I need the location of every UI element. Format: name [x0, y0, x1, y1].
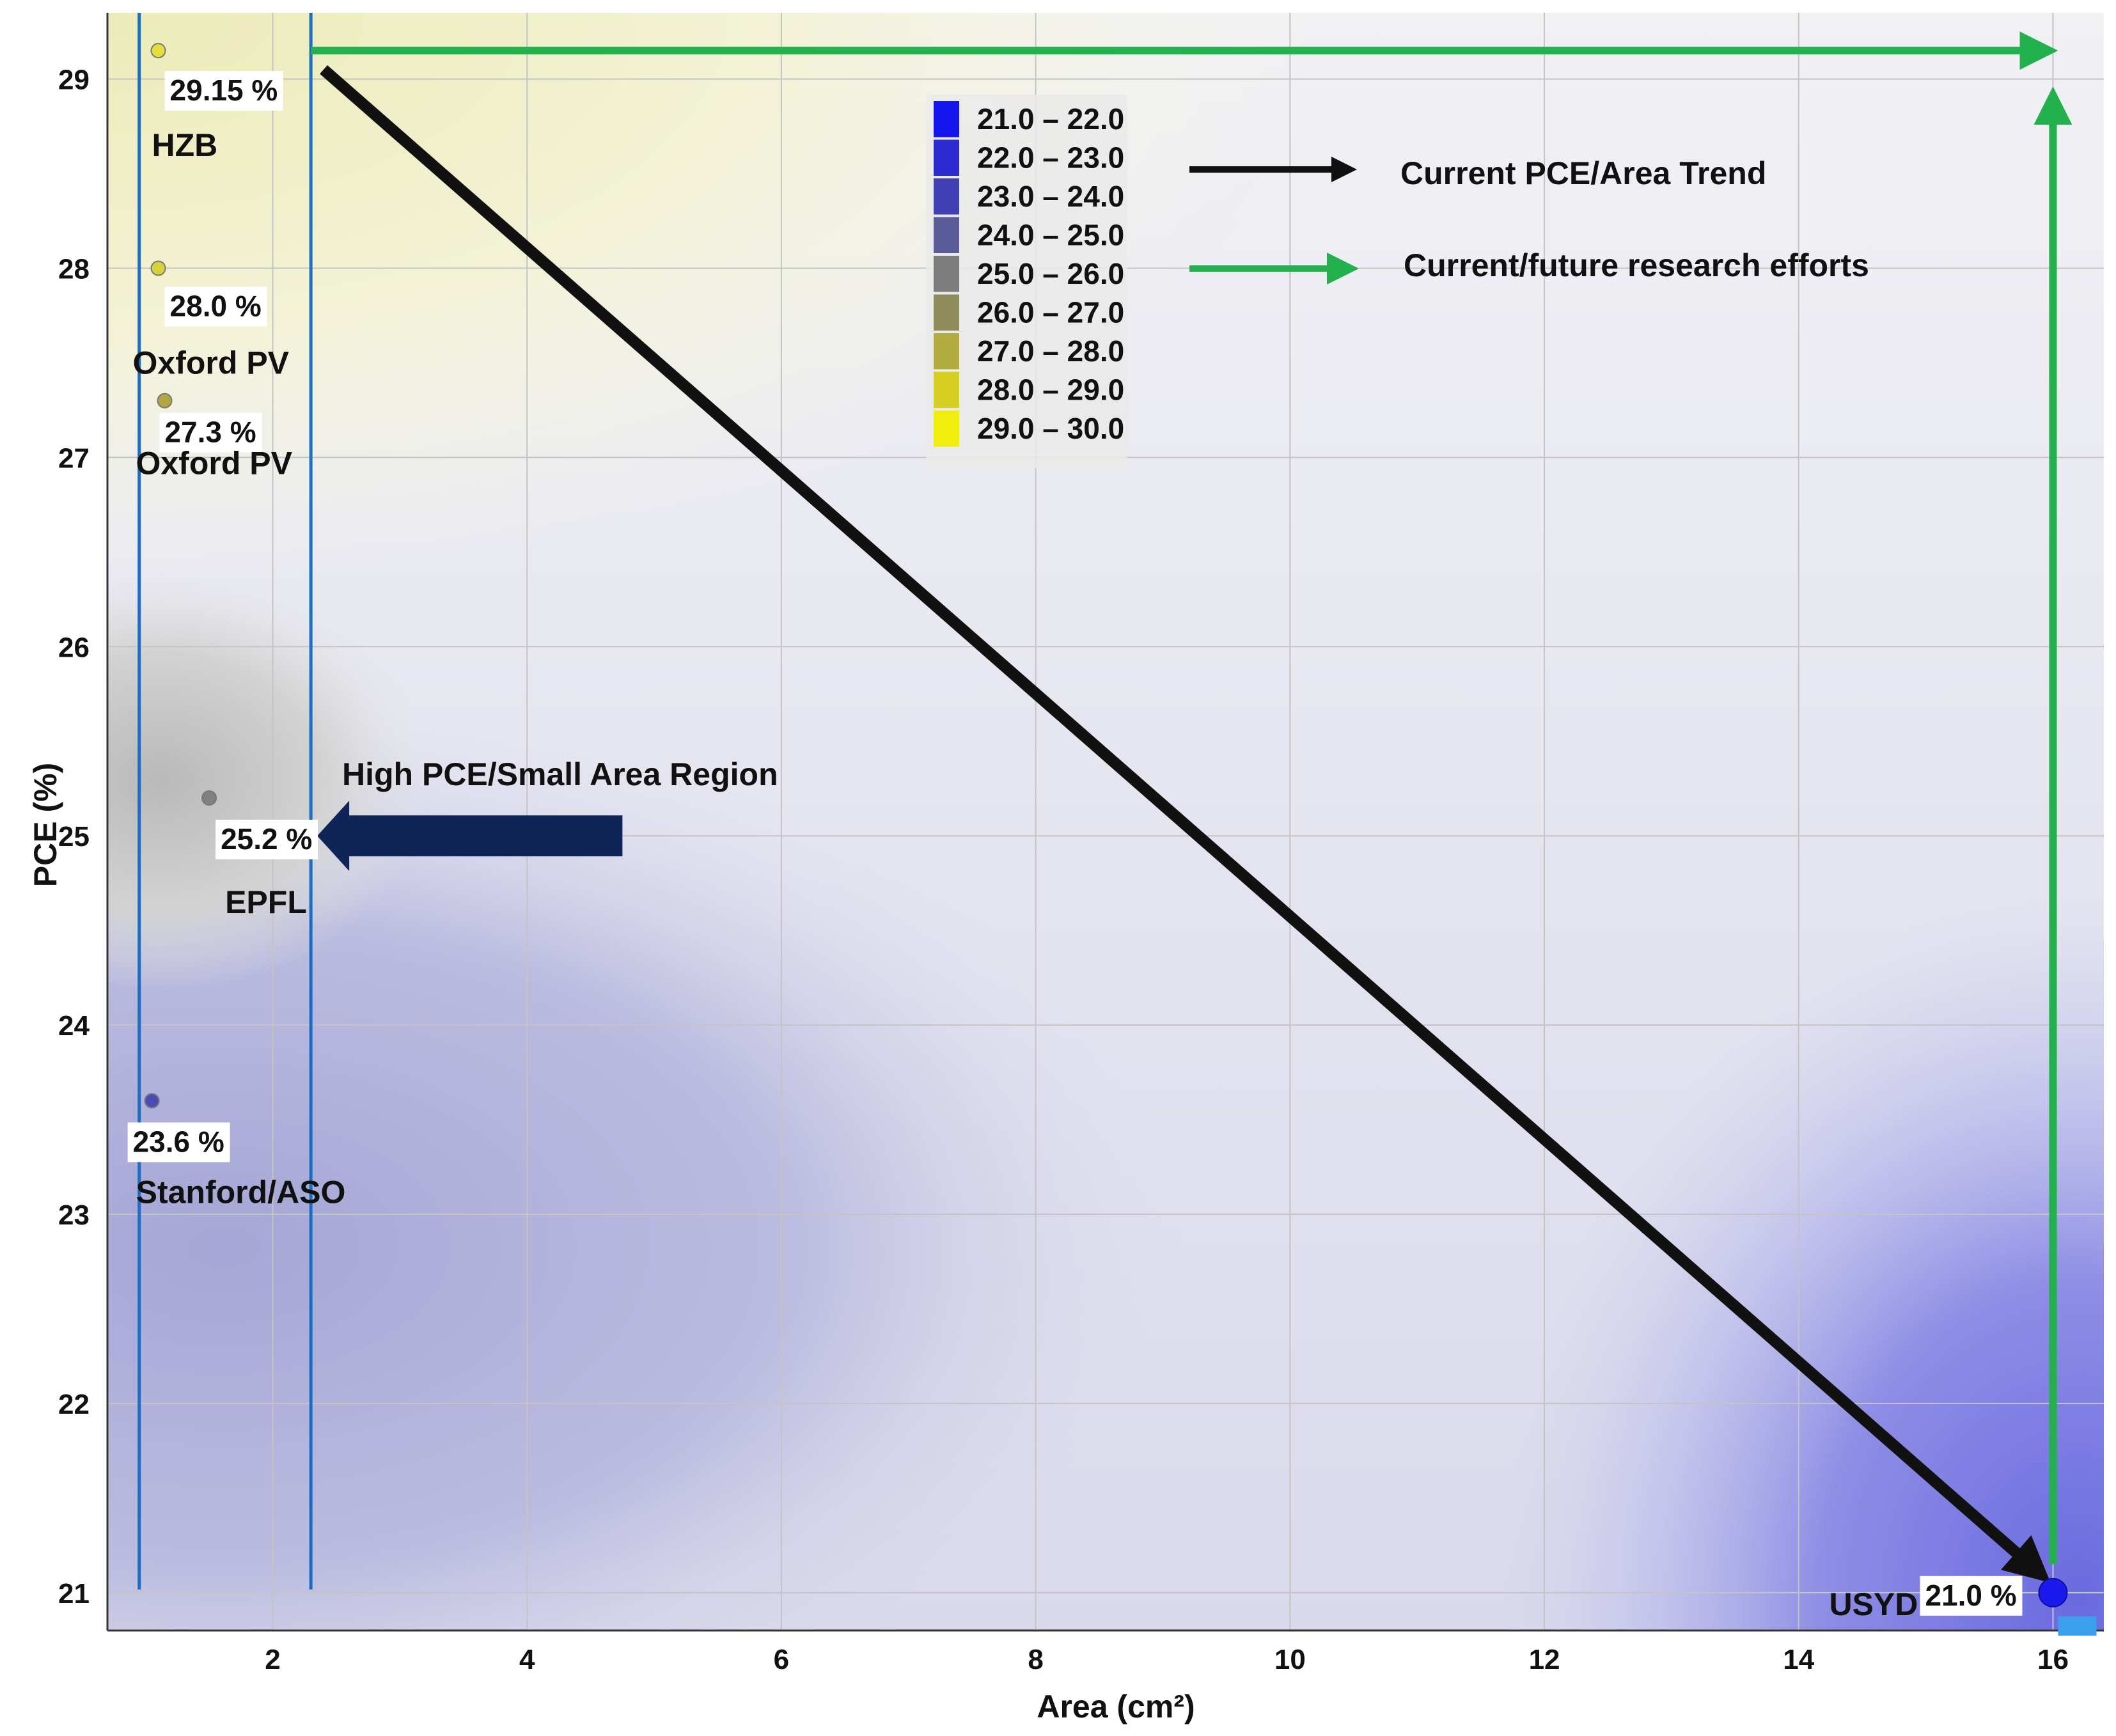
data-point	[2038, 1577, 2068, 1607]
trend-label: Current PCE/Area Trend	[1400, 155, 1766, 191]
point-name-label: Oxford PV	[136, 446, 292, 481]
y-tick-label: 25	[58, 821, 90, 852]
legend-label: 28.0 – 29.0	[977, 373, 1124, 407]
data-point	[144, 1093, 160, 1109]
legend-label: 29.0 – 30.0	[977, 412, 1124, 445]
legend-box	[926, 95, 1127, 469]
point-value-label: 27.3 %	[164, 416, 256, 449]
point-value-label: 23.6 %	[133, 1125, 224, 1158]
y-tick-label: 23	[58, 1200, 90, 1231]
legend-label: 22.0 – 23.0	[977, 141, 1124, 175]
x-tick-label: 16	[2037, 1644, 2069, 1675]
point-name-label: USYD	[1829, 1586, 1918, 1622]
legend-label: 21.0 – 22.0	[977, 102, 1124, 136]
legend-swatch	[934, 178, 959, 215]
point-value-label: 29.15 %	[170, 74, 278, 107]
y-tick-label: 29	[58, 65, 90, 96]
trend-arrow	[320, 65, 2051, 1583]
point-name-label: EPFL	[225, 884, 307, 920]
point-value-label: 21.0 %	[1925, 1579, 2016, 1612]
research-label: Current/future research efforts	[1404, 247, 1869, 283]
high-pce-region	[137, 13, 313, 1590]
y-tick-label: 26	[58, 632, 90, 663]
legend-swatch	[934, 294, 959, 331]
data-point	[157, 393, 173, 409]
data-point	[150, 260, 166, 276]
value-label-box	[216, 820, 318, 860]
x-tick-label: 12	[1529, 1644, 1560, 1675]
y-tick-label: 27	[58, 442, 90, 474]
legend-label: 23.0 – 24.0	[977, 180, 1124, 213]
legend-label: 27.0 – 28.0	[977, 334, 1124, 368]
x-tick-label: 6	[774, 1644, 789, 1675]
value-label-box	[1920, 1576, 2023, 1616]
data-point	[150, 43, 166, 59]
x-tick-label: 14	[1783, 1644, 1814, 1675]
annotations: Current PCE/Area Trend Current/future res…	[342, 155, 1869, 792]
legend-label: 24.0 – 25.0	[977, 219, 1124, 252]
point-name-label: Oxford PV	[133, 345, 290, 380]
point-name-label: Stanford/ASO	[136, 1174, 346, 1210]
value-label-box	[159, 412, 262, 453]
value-label-box	[164, 71, 283, 111]
legend-swatch	[934, 256, 959, 292]
legend-swatch	[934, 217, 959, 253]
legend-swatch	[934, 333, 959, 370]
legend-swatch	[934, 139, 959, 176]
y-tick-label: 28	[58, 253, 90, 285]
data-point	[201, 790, 217, 806]
legend-label: 25.0 – 26.0	[977, 257, 1124, 290]
legend-label: 26.0 – 27.0	[977, 296, 1124, 329]
region-label: High PCE/Small Area Region	[342, 756, 778, 792]
x-tick-label: 10	[1274, 1644, 1306, 1675]
point-name-label: HZB	[152, 127, 218, 163]
y-tick-label: 22	[58, 1389, 90, 1420]
x-tick-label: 8	[1028, 1644, 1043, 1675]
legend-swatch	[934, 411, 959, 447]
point-value-label: 28.0 %	[170, 289, 262, 322]
x-tick-label: 2	[265, 1644, 280, 1675]
value-label-box	[127, 1122, 230, 1162]
value-label-box	[164, 286, 267, 327]
high-pce-region-arrow	[317, 801, 623, 872]
x-tick-label: 4	[519, 1644, 535, 1675]
legend-swatch	[934, 101, 959, 137]
y-axis-label: PCE (%)	[27, 763, 63, 887]
y-tick-label: 21	[58, 1578, 90, 1609]
corner-marker	[2058, 1616, 2097, 1636]
arrows	[311, 31, 2073, 1583]
x-axis-label: Area (cm²)	[1037, 1689, 1195, 1724]
point-value-label: 25.2 %	[221, 822, 312, 856]
y-tick-label: 24	[58, 1010, 90, 1042]
legend-swatch	[934, 371, 959, 408]
legend: 21.0 – 22.0 22.0 – 23.0 23.0 – 24.0 24.0 – …	[926, 95, 1127, 469]
